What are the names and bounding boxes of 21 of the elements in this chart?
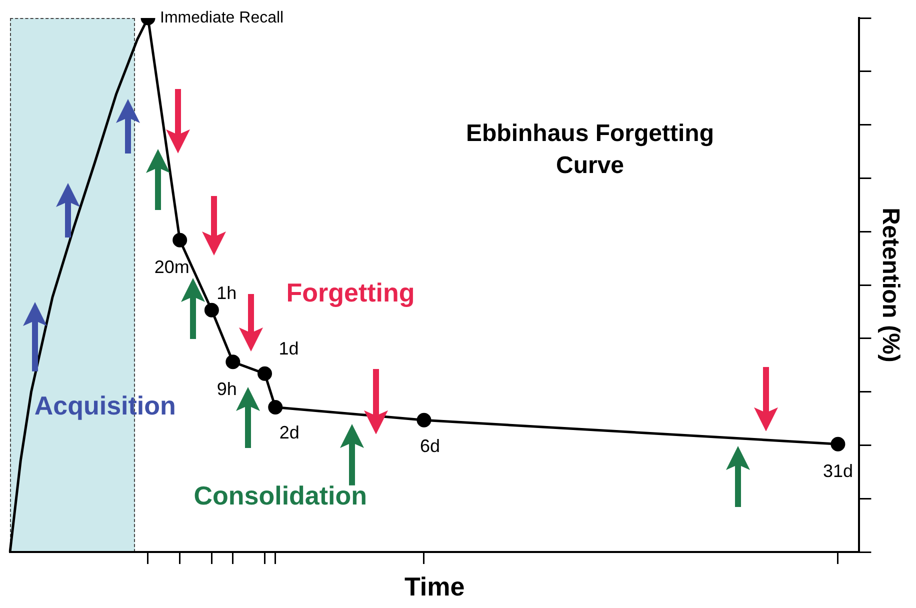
point [268,400,283,415]
point [416,412,432,428]
point [172,232,188,248]
point [226,354,240,370]
point [204,302,219,318]
annotation: Forgetting [286,278,415,308]
annotation: 31d [822,461,853,482]
annotation: 20m [154,257,190,278]
annotation: Acquisition [34,390,176,421]
annotation: 6d [420,436,440,456]
annotation: Consolidation [194,480,368,511]
annotation: 1d [278,338,299,359]
text: Ebbinhaus Forgetting Curve [465,119,715,181]
annotation: Immediate Recall [160,9,284,26]
x-axis-title: Time [404,572,465,602]
point [830,436,846,452]
annotation: 2d [279,422,300,442]
y-axis-title: Retention (%) [876,208,904,362]
annotation: 1h [216,283,237,304]
point [258,366,272,381]
annotation: 9h [216,378,237,399]
